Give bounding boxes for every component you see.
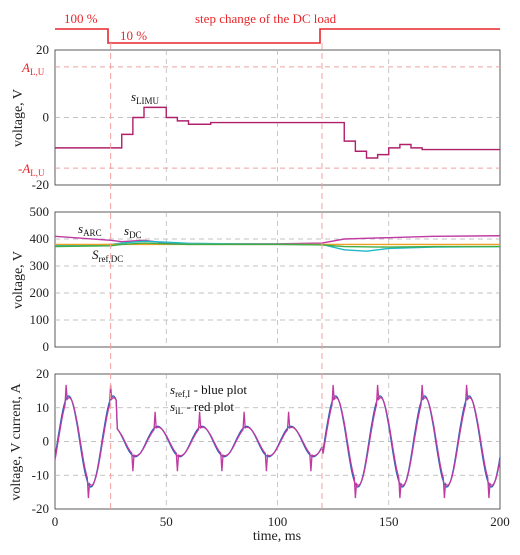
x-tick-label: 50 <box>160 514 173 529</box>
label-10-percent: 10 % <box>120 28 147 43</box>
y-tick-label: 0 <box>43 339 50 354</box>
panel-2-voltages: 500 400 300 200 100 0 voltage, V sARC sDC Sre… <box>11 204 501 354</box>
x-axis-label: time, ms <box>253 529 301 544</box>
ref-label-lower: -AL,U <box>18 161 45 178</box>
panel-2-ylabel: voltage, V <box>11 251 26 309</box>
y-tick-label: 20 <box>36 42 49 57</box>
panel-2-ticks: 500 400 300 200 100 0 <box>30 204 50 354</box>
y-tick-label: -10 <box>32 467 49 482</box>
x-tick-label: 0 <box>52 514 59 529</box>
legend-sref: sref,I - blue plot <box>170 382 247 399</box>
y-tick-label: 0 <box>43 434 50 449</box>
legend-sil: siL - red plot <box>170 399 234 416</box>
y-tick-label: -20 <box>32 501 49 516</box>
y-tick-label: 400 <box>30 231 50 246</box>
y-tick-label: 200 <box>30 285 50 300</box>
slimu-annotation: sLIMU <box>131 89 160 106</box>
load-step-title: step change of the DC load <box>195 11 337 26</box>
panel-2-series <box>54 235 501 252</box>
y-tick-label: -20 <box>32 177 49 192</box>
series-sLIMU <box>55 106 500 159</box>
x-tick-label: 150 <box>379 514 399 529</box>
event-lines <box>110 43 323 509</box>
srefdc-annotation: Sref,DC <box>92 247 123 264</box>
panel-3-ylabel: voltage, V current, A <box>9 382 24 500</box>
y-tick-label: 500 <box>30 204 50 219</box>
sdc-annotation: sDC <box>124 223 142 240</box>
panel-1-ticks: 20 0 -20 <box>32 42 49 192</box>
x-tick-label: 200 <box>490 514 510 529</box>
y-tick-label: 20 <box>36 366 49 381</box>
x-tick-label: 100 <box>268 514 288 529</box>
y-tick-label: 100 <box>30 312 50 327</box>
y-tick-label: 300 <box>30 258 50 273</box>
load-step-strip: 100 % 10 % step change of the DC load <box>55 11 500 44</box>
series-siL <box>54 384 501 499</box>
y-tick-label: 10 <box>36 400 49 415</box>
ref-label-upper: AL,U <box>21 60 45 77</box>
panel-2-grid <box>55 212 500 347</box>
panel-1-limiter: 20 0 -20 voltage, V AL,U -AL,U sLIMU <box>11 42 501 192</box>
load-step-line <box>55 28 500 44</box>
panel-3-grid <box>55 374 500 509</box>
panel-3-series <box>54 384 501 499</box>
series-green <box>54 242 500 248</box>
label-100-percent: 100 % <box>64 11 98 26</box>
panel-1-grid <box>55 50 500 185</box>
sarc-annotation: sARC <box>78 221 102 238</box>
y-tick-label: 0 <box>43 110 50 125</box>
panel-1-ylabel: voltage, V <box>11 89 26 147</box>
panel-1-series <box>55 106 500 159</box>
